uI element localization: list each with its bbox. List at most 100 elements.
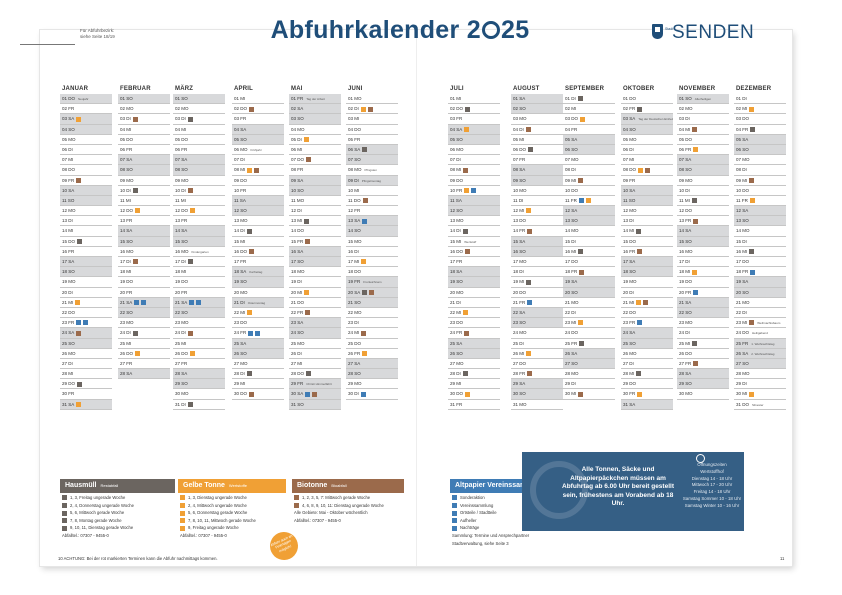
day-row: 18 MI [118, 267, 170, 278]
day-note: Weihnachtsbaum [757, 321, 781, 326]
day-label: 18 FR [736, 269, 749, 275]
day-label: 08 SO [120, 167, 133, 173]
day-row: 10 DI [677, 186, 729, 196]
day-label: 23 MO [175, 320, 189, 326]
pickup-tag [362, 198, 368, 204]
day-row: 30 MI [734, 389, 786, 400]
day-label: 12 MO [623, 208, 637, 214]
pickup-tag [693, 147, 699, 153]
day-label: 07 DO [291, 157, 305, 163]
day-row: 31 SA [621, 399, 673, 410]
day-label: 27 SO [565, 360, 578, 366]
day-row: 20 FR [173, 288, 225, 298]
day-label: 19 FR [348, 279, 361, 285]
day-label: 02 DO [234, 106, 248, 112]
day-label: 05 DO [120, 136, 134, 142]
day-row: 26 FR [346, 349, 398, 359]
day-label: 10 DO [736, 187, 750, 193]
day-row: 21 SA [118, 297, 170, 308]
pickup-tag [249, 249, 255, 255]
day-row: 14 MO [734, 226, 786, 237]
day-row: 29 MI [448, 379, 500, 390]
day-label: 28 MI [62, 371, 74, 377]
day-label: 10 SO [291, 187, 304, 193]
day-label: 20 MO [234, 289, 248, 295]
day-label: 15 MI [450, 238, 462, 244]
day-row: 27 DI [60, 359, 112, 370]
day-row: 04 SA [448, 124, 500, 135]
day-row: 10 MI [346, 186, 398, 196]
pickup-tag [578, 391, 584, 397]
day-label: 06 MI [291, 146, 303, 152]
day-row: 05 SO [232, 134, 284, 145]
month-column: FEBRUAR 01 SO 02 MO 03 DI 04 MI 05 DO 06 FR 07 … [118, 85, 170, 380]
day-label: 03 DO [736, 116, 750, 122]
day-row: 19 FR Fronleichnam [346, 277, 398, 288]
day-label: 09 MI [736, 177, 748, 183]
pickup-tag [749, 177, 755, 183]
pickup-tag [580, 116, 586, 122]
day-row: 30 MO [173, 389, 225, 400]
day-label: 12 MO [62, 208, 76, 214]
day-label: 10 MI [348, 187, 360, 193]
day-row: 12 SA [563, 206, 615, 217]
day-label: 15 MI [234, 238, 246, 244]
day-label: 18 MI [679, 269, 691, 275]
day-label: 23 MO [120, 320, 134, 326]
info-text: Alle Tonnen, Säcke und Altpapierpäckchen… [562, 466, 674, 507]
day-row: 22 DO [60, 308, 112, 319]
legend-contact: Abfalltel.: 07307 - 9455-0 [180, 532, 227, 538]
day-note: Tag der Deutschen Einheit [638, 117, 673, 122]
day-label: 14 MI [623, 228, 635, 234]
day-label: 24 DI [679, 330, 690, 336]
day-row: 15 SO [173, 236, 225, 247]
pickup-tag [585, 198, 591, 204]
day-row: 06 SO [734, 144, 786, 156]
pickup-tag [578, 249, 584, 255]
pickup-tag [525, 126, 531, 132]
day-row: 29 MI [232, 379, 284, 390]
day-label: 30 DO [234, 391, 248, 397]
legend-contact: Stadtverwaltung, siehe Seite 3 [452, 540, 509, 546]
day-label: 21 MI [62, 299, 74, 305]
day-row: 01 SO [118, 94, 170, 105]
day-row: 04 MI [118, 125, 170, 135]
day-note: Wertstoff [464, 239, 477, 244]
day-row: 08 FR [289, 165, 341, 176]
day-row: 10 SA [621, 185, 673, 196]
day-label: 09 DI [348, 177, 359, 183]
day-row: 28 MI [60, 369, 112, 380]
day-row: 25 FR 1. Weihnachtstag [734, 338, 786, 349]
day-label: 29 MI [234, 381, 246, 387]
day-label: 26 SA [736, 350, 749, 356]
day-label: 04 DI [513, 126, 524, 132]
day-label: 06 FR [679, 146, 692, 152]
day-label: 27 FR [120, 360, 133, 366]
day-row: 06 MO [448, 145, 500, 156]
day-note: 1. Weihnachtstag [751, 341, 775, 346]
day-label: 19 MO [62, 279, 76, 285]
day-label: 26 DO [175, 350, 189, 356]
day-row: 23 SO [511, 318, 563, 329]
day-label: 30 MI [565, 391, 577, 397]
day-row: 20 FR [677, 288, 729, 298]
legend-row: Ortsteile / Stadtteile [452, 509, 529, 517]
day-row: 25 SA [232, 338, 284, 349]
day-label: 06 SO [565, 146, 578, 152]
day-label: 12 DI [291, 208, 302, 214]
day-label: 24 DI [120, 330, 131, 336]
day-label: 13 SA [348, 218, 361, 224]
month-column: MÄRZ 01 SO 02 MO 03 DI 04 MI 05 DO 06 FR 07 SA 0… [173, 85, 225, 410]
footer-note: 10 ACHTUNG: Bei der rot markierten Termi… [58, 556, 218, 561]
day-row: 19 DI [289, 277, 341, 288]
day-row: 02 MI [563, 104, 615, 115]
day-label: 11 MI [175, 197, 186, 203]
day-row: 10 FR [448, 186, 500, 196]
day-label: 03 SA [62, 116, 75, 122]
legend-row: 2, 4, Donnerstag ungerade Woche [62, 502, 134, 510]
day-label: 11 MO [291, 197, 305, 203]
pickup-tag [77, 381, 83, 387]
day-label: 16 MI [736, 248, 748, 254]
pickup-tag [362, 289, 368, 295]
day-label: 19 DI [291, 279, 302, 285]
